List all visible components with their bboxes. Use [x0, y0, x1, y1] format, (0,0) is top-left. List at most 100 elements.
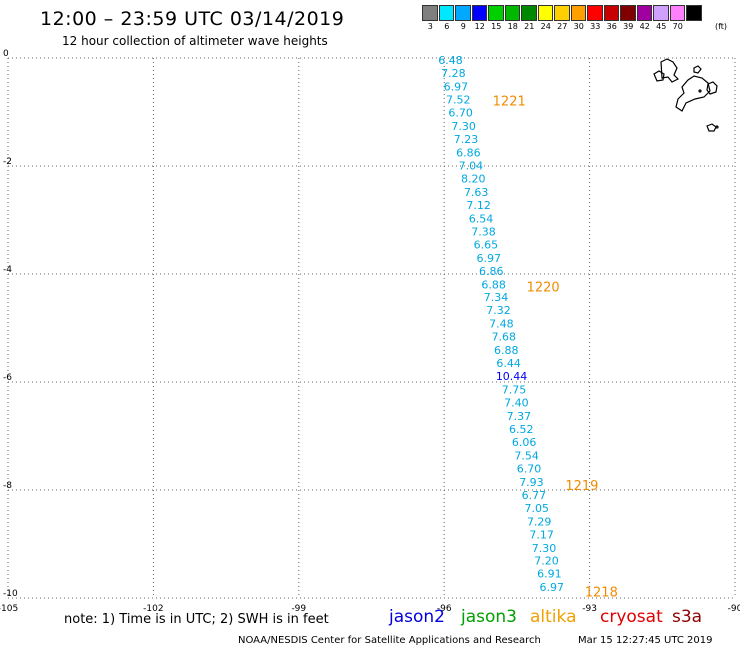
x-tick-label: -93: [582, 604, 597, 614]
credit-line: NOAA/NESDIS Center for Satellite Applica…: [238, 635, 541, 646]
swh-reading: 6.70: [448, 107, 473, 120]
color-swatch-label: 24: [540, 22, 551, 31]
swh-reading: 7.54: [514, 449, 539, 462]
pass-number-label: 1218: [585, 586, 618, 601]
swh-reading: 7.30: [532, 542, 557, 555]
color-swatch: [422, 5, 438, 21]
island-outline: [706, 123, 717, 132]
swh-reading: 6.91: [537, 568, 562, 581]
color-swatch-label: 3: [427, 22, 433, 31]
map-subtitle: 12 hour collection of altimeter wave hei…: [62, 34, 328, 48]
swh-reading: 6.52: [509, 423, 534, 436]
island-outline: [715, 125, 719, 129]
color-swatch: [537, 5, 553, 21]
swh-reading: 7.37: [507, 410, 532, 423]
y-tick-label: 0: [3, 49, 9, 59]
swh-reading: 7.68: [492, 331, 517, 344]
color-swatch: [686, 5, 702, 21]
island-outline: [698, 89, 702, 93]
color-scale-unit: (ft): [715, 22, 728, 31]
color-swatch-label: 6: [444, 22, 450, 31]
swh-reading: 7.23: [454, 133, 479, 146]
pass-number-label: 1220: [527, 280, 560, 295]
x-tick-label: -96: [437, 604, 452, 614]
swh-reading: 7.04: [459, 159, 484, 172]
swh-reading: 7.29: [527, 515, 552, 528]
color-swatch-label: 33: [590, 22, 601, 31]
swh-reading: 7.75: [502, 384, 527, 397]
swh-reading: 6.88: [494, 344, 519, 357]
swh-reading: 10.44: [496, 370, 528, 383]
swh-reading: 7.40: [504, 397, 529, 410]
map-title: 12:00 – 23:59 UTC 03/14/2019: [40, 8, 345, 30]
color-swatch-label: 70: [672, 22, 683, 31]
color-swatch-label: 9: [460, 22, 466, 31]
island-outline: [675, 75, 711, 112]
color-swatch: [488, 5, 504, 21]
color-swatch: [455, 5, 471, 21]
color-swatch: [587, 5, 603, 21]
swh-reading: 7.32: [486, 304, 511, 317]
swh-reading: 7.17: [529, 528, 554, 541]
satellite-name-cryosat: cryosat: [600, 607, 663, 627]
y-tick-label: -2: [3, 157, 12, 167]
y-tick-label: -4: [3, 265, 12, 275]
swh-reading: 7.63: [464, 186, 489, 199]
color-swatch-label: 30: [573, 22, 584, 31]
swh-reading: 6.88: [481, 278, 506, 291]
island-outline: [706, 81, 718, 95]
swh-reading: 7.34: [484, 291, 509, 304]
swh-reading: 6.06: [512, 436, 537, 449]
color-swatch-label: 21: [524, 22, 535, 31]
color-swatch: [521, 5, 537, 21]
axis-labels: -105 -102 -99 -96 -93 -90 0 -2 -4 -6 -8 -10: [0, 49, 740, 614]
color-swatch: [570, 5, 586, 21]
footnote: note: 1) Time is in UTC; 2) SWH is in fe…: [64, 612, 329, 627]
swh-reading: 6.97: [444, 81, 469, 94]
swh-reading: 6.48: [438, 54, 463, 67]
swh-reading: 7.48: [489, 318, 514, 331]
color-swatch-label: 12: [474, 22, 485, 31]
island-outline: [660, 58, 680, 83]
swh-reading: 6.70: [517, 462, 542, 475]
grid-lines: [7, 57, 736, 599]
generated-timestamp: Mar 15 12:27:45 UTC 2019: [578, 635, 713, 646]
y-tick-label: -8: [3, 481, 12, 491]
swh-reading: 7.30: [451, 120, 476, 133]
x-tick-label: -105: [0, 604, 18, 614]
swh-reading: 7.05: [525, 502, 550, 515]
pass-number-label: 1219: [565, 479, 598, 494]
x-tick-label: -102: [143, 604, 163, 614]
color-swatch: [636, 5, 652, 21]
color-swatch: [620, 5, 636, 21]
color-scale: [422, 5, 703, 21]
galapagos-islands: [653, 58, 719, 132]
swh-reading: 6.77: [522, 489, 547, 502]
color-swatch-label: 42: [639, 22, 650, 31]
color-swatch: [504, 5, 520, 21]
color-swatch-label: 45: [656, 22, 667, 31]
color-swatch-label: 15: [491, 22, 502, 31]
color-swatch: [603, 5, 619, 21]
pass-number-label: 1221: [493, 95, 526, 110]
swh-reading: 6.97: [540, 581, 565, 594]
y-tick-label: -6: [3, 373, 12, 383]
satellite-name-s3a: s3a: [672, 607, 703, 627]
color-swatch: [653, 5, 669, 21]
color-scale-labels: 3 6 9 12 15 18 21 24 27 30 33 36 39 42 45 70: [422, 22, 703, 31]
color-swatch: [438, 5, 454, 21]
swh-readings: 6.487.286.977.526.707.307.236.867.048.20…: [438, 54, 564, 594]
swh-reading: 6.54: [469, 212, 494, 225]
swh-reading: 7.20: [534, 555, 559, 568]
x-tick-label: -99: [291, 604, 306, 614]
color-swatch: [554, 5, 570, 21]
swh-reading: 7.12: [466, 199, 491, 212]
swh-reading: 6.97: [477, 252, 502, 265]
pass-labels: 1221 1220 1219 1218: [493, 95, 618, 601]
color-swatch-label: 36: [606, 22, 617, 31]
color-swatch-label: 39: [623, 22, 634, 31]
swh-reading: 6.65: [474, 238, 499, 251]
swh-reading: 7.28: [441, 67, 466, 80]
color-swatch: [669, 5, 685, 21]
